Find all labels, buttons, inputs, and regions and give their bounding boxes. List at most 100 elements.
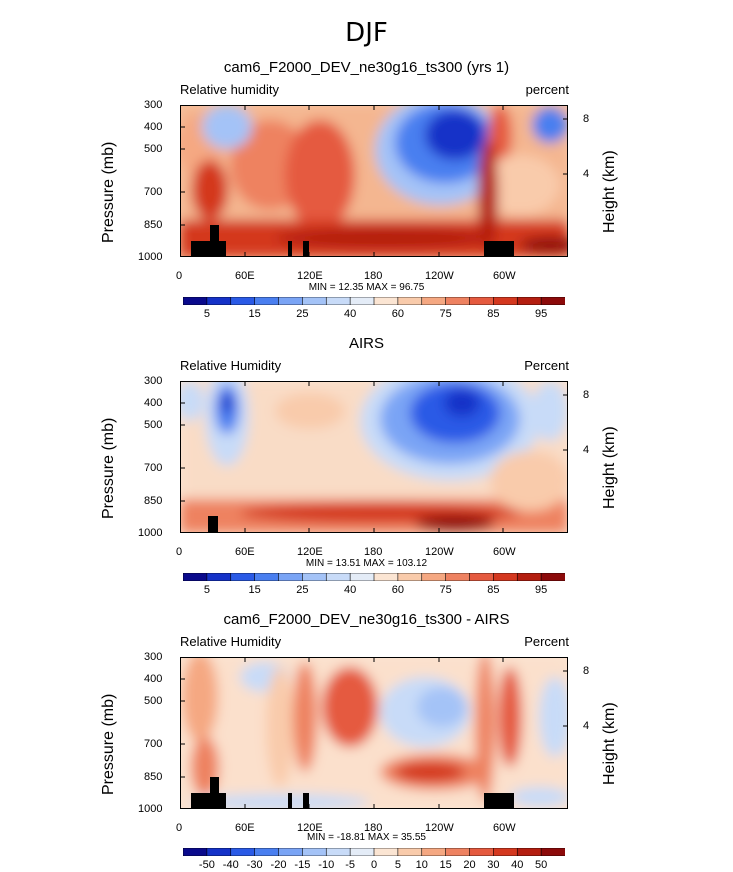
panel-title: cam6_F2000_DEV_ne30g16_ts300 - AIRS [223, 611, 510, 628]
x-tick-label: 120E [297, 546, 323, 558]
colorbar-swatch [302, 297, 328, 305]
colorbar-swatch [302, 573, 328, 581]
colorbar-swatch [206, 297, 232, 305]
colorbar-tick-label: -10 [318, 859, 335, 871]
x-tick-label: 60W [493, 270, 516, 282]
y-tick-label: 850 [144, 771, 163, 783]
colorbar-tick-label: 0 [370, 859, 378, 871]
colorbar-swatch [183, 848, 208, 856]
figure-title: DJF [345, 18, 388, 48]
colorbar-swatch [516, 848, 542, 856]
colorbar-tick-label: 25 [296, 308, 309, 320]
panel-title: cam6_F2000_DEV_ne30g16_ts300 (yrs 1) [223, 59, 510, 76]
colorbar-swatch [421, 848, 447, 856]
colorbar-swatch [230, 848, 256, 856]
colorbar-swatch [325, 848, 351, 856]
x-tick-label: 180 [364, 822, 383, 834]
y-axis-label-right: Height (km) [601, 426, 618, 509]
colorbar-swatch [540, 573, 565, 581]
x-tick-label: 180 [364, 546, 383, 558]
x-tick-label: 120E [297, 270, 323, 282]
colorbar-tick-label: -40 [222, 859, 239, 871]
colorbar-tick-label: -15 [294, 859, 311, 871]
x-tick-label: 60W [493, 546, 516, 558]
colorbar-swatch [183, 573, 208, 581]
y-tick-label: 300 [144, 375, 163, 387]
colorbar-swatch [373, 297, 399, 305]
colorbar-swatch [469, 573, 495, 581]
colorbar-swatch [516, 297, 542, 305]
x-tick-label: 0 [176, 822, 183, 834]
y-tick-label: 1000 [138, 527, 163, 539]
left-label: Relative humidity [180, 82, 279, 97]
colorbar-tick-label: 50 [535, 859, 548, 871]
colorbar-swatch [206, 573, 232, 581]
colorbar-tick-label: -50 [198, 859, 215, 871]
x-tick-label: 60E [235, 270, 255, 282]
plot-area [180, 105, 568, 257]
colorbar-swatch [254, 848, 280, 856]
colorbar-tick-label: 60 [391, 584, 404, 596]
panel-title: AIRS [348, 335, 384, 352]
y-tick-label: 700 [144, 462, 163, 474]
colorbar-swatch [445, 848, 471, 856]
colorbar-swatch [254, 573, 280, 581]
colorbar-swatch [349, 297, 375, 305]
x-tick-label: 120W [425, 270, 454, 282]
ticks [180, 657, 568, 809]
y-tick-label: 850 [144, 219, 163, 231]
colorbar-swatch [469, 297, 495, 305]
colorbar-swatch [325, 297, 351, 305]
colorbar-swatch [421, 573, 447, 581]
colorbar [183, 848, 565, 856]
colorbar-tick-label: 5 [203, 308, 210, 320]
colorbar-tick-label: -20 [270, 859, 287, 871]
colorbar-tick-label: 20 [463, 859, 476, 871]
y-tick-label: 400 [144, 121, 163, 133]
colorbar-tick-label: 15 [248, 584, 261, 596]
y-tick-label: 1000 [138, 803, 163, 815]
colorbar-tick-label: 95 [535, 584, 548, 596]
y-tick-label-right: 8 [583, 665, 590, 677]
y-axis-label: Pressure (mb) [100, 693, 117, 795]
y-tick-label: 300 [144, 651, 163, 663]
colorbar-tick-label: -5 [345, 859, 356, 871]
x-tick-label: 60E [235, 822, 255, 834]
colorbar-tick-label: -30 [246, 859, 263, 871]
colorbar-tick-label: 85 [487, 308, 500, 320]
field-shading [180, 657, 568, 809]
ticks [180, 381, 568, 533]
plot-area [180, 657, 568, 809]
colorbar-swatch [254, 297, 280, 305]
colorbar-swatch [230, 573, 256, 581]
min-max-label: MIN = -18.81 MAX = 35.55 [307, 832, 426, 843]
y-axis-label-right: Height (km) [601, 150, 618, 233]
colorbar-swatch [206, 848, 232, 856]
y-tick-label: 500 [144, 419, 163, 431]
x-tick-label: 60E [235, 546, 255, 558]
y-axis-label: Pressure (mb) [100, 141, 117, 243]
colorbar-tick-label: 75 [439, 308, 452, 320]
y-tick-label: 400 [144, 673, 163, 685]
y-tick-label: 500 [144, 695, 163, 707]
colorbar-tick-label: 75 [439, 584, 452, 596]
topography-mask [191, 225, 514, 257]
colorbar-swatch [516, 573, 542, 581]
colorbar-swatch [397, 297, 423, 305]
topography-mask [191, 777, 514, 809]
colorbar-swatch [421, 297, 447, 305]
colorbar-swatch [325, 573, 351, 581]
y-tick-label: 850 [144, 495, 163, 507]
colorbar-swatch [230, 297, 256, 305]
y-tick-label: 1000 [138, 251, 163, 263]
y-tick-label: 700 [144, 738, 163, 750]
colorbar-swatch [469, 848, 495, 856]
colorbar-swatch [349, 848, 375, 856]
colorbar-tick-label: 40 [344, 308, 357, 320]
colorbar-swatch [373, 573, 399, 581]
field-shading [180, 105, 568, 257]
right-label: percent [525, 82, 569, 97]
x-tick-label: 60W [493, 822, 516, 834]
colorbar-tick-label: 15 [248, 308, 261, 320]
colorbar-swatch [349, 573, 375, 581]
